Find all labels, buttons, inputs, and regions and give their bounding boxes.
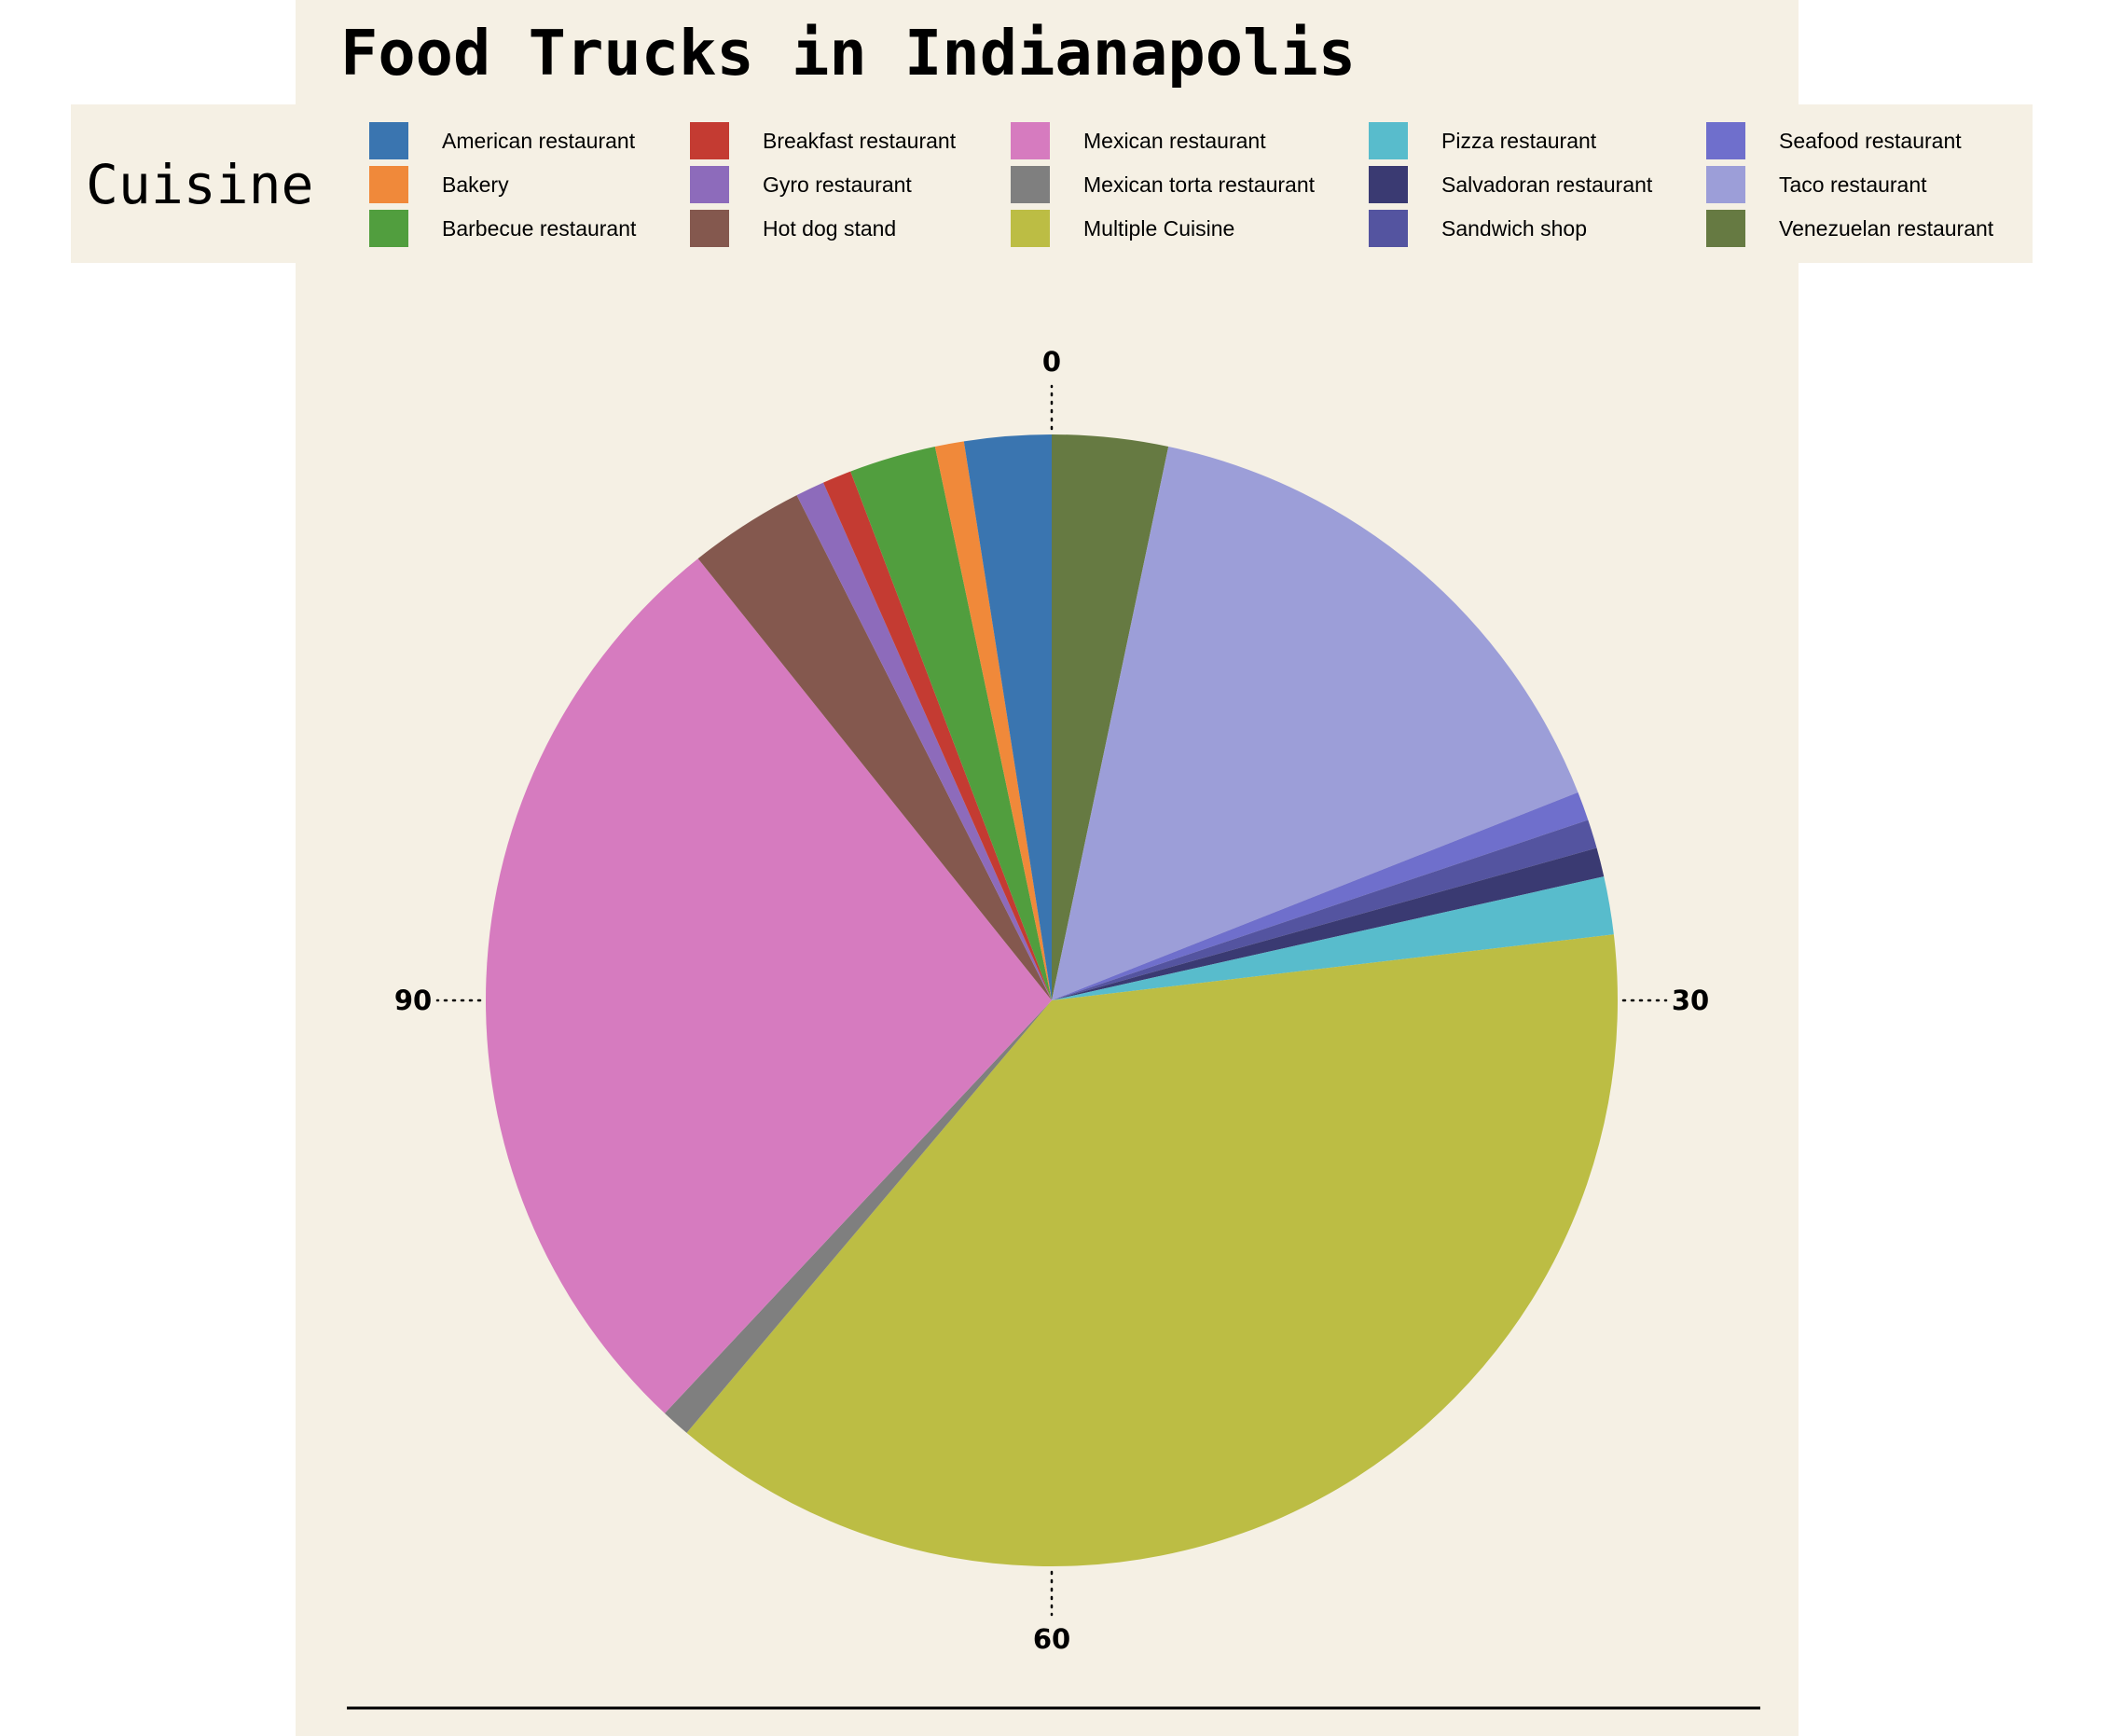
pie-slice-seafood-restaurant[interactable] [1052, 792, 1589, 1000]
legend-swatch [1706, 122, 1745, 159]
pie-slice-multiple-cuisine[interactable] [686, 934, 1618, 1566]
legend-swatch [369, 166, 408, 203]
legend-item-pizza-restaurant[interactable]: Pizza restaurant [1369, 122, 1597, 159]
legend-label: Venezuelan restaurant [1779, 216, 1994, 241]
legend-label: Breakfast restaurant [763, 129, 957, 153]
legend-label: Multiple Cuisine [1083, 216, 1234, 241]
legend-swatch [1706, 210, 1745, 247]
legend-swatch [1369, 122, 1408, 159]
pie-slice-mexican-torta-restaurant[interactable] [664, 1000, 1052, 1433]
pie-slice-pizza-restaurant[interactable] [1052, 876, 1614, 1000]
legend-item-mexican-torta-restaurant[interactable]: Mexican torta restaurant [1011, 166, 1316, 203]
legend-swatch [1011, 122, 1050, 159]
legend-swatch [690, 166, 729, 203]
tick-label-60: 60 [1033, 1623, 1070, 1655]
pie-slice-taco-restaurant[interactable] [1052, 447, 1578, 1000]
legend-swatch [1011, 210, 1050, 247]
legend-item-venezuelan-restaurant[interactable]: Venezuelan restaurant [1706, 210, 1994, 247]
legend-swatch [690, 210, 729, 247]
legend-label: Gyro restaurant [763, 172, 912, 197]
legend-label: Bakery [442, 172, 509, 197]
pie-slice-mexican-restaurant[interactable] [485, 558, 1052, 1413]
pie-slice-sandwich-shop[interactable] [1052, 820, 1597, 1000]
legend-item-mexican-restaurant[interactable]: Mexican restaurant [1011, 122, 1266, 159]
pie-slice-hot-dog-stand[interactable] [697, 495, 1052, 1000]
pie-slice-gyro-restaurant[interactable] [796, 482, 1052, 1000]
legend-swatch [369, 210, 408, 247]
tick-label-30: 30 [1672, 985, 1709, 1016]
pie-slices [485, 434, 1618, 1566]
pie-slice-salvadoran-restaurant[interactable] [1052, 847, 1605, 1000]
pie-slice-american-restaurant[interactable] [963, 434, 1052, 1000]
pie-slice-venezuelan-restaurant[interactable] [1052, 434, 1169, 1000]
legend-item-seafood-restaurant[interactable]: Seafood restaurant [1706, 122, 1962, 159]
legend-label: Pizza restaurant [1441, 129, 1597, 153]
legend-item-sandwich-shop[interactable]: Sandwich shop [1369, 210, 1587, 247]
legend-label: Salvadoran restaurant [1441, 172, 1653, 197]
legend-title: Cuisine [86, 153, 313, 216]
legend: American restaurant Bakery Barbecue restau… [369, 122, 1994, 247]
legend-swatch [690, 122, 729, 159]
pie-slice-bakery[interactable] [934, 441, 1052, 1001]
legend-label: Mexican restaurant [1083, 129, 1266, 153]
legend-item-breakfast-restaurant[interactable]: Breakfast restaurant [690, 122, 957, 159]
legend-swatch [1369, 210, 1408, 247]
tick-label-90: 90 [394, 985, 432, 1016]
legend-swatch [1369, 166, 1408, 203]
legend-item-salvadoran-restaurant[interactable]: Salvadoran restaurant [1369, 166, 1653, 203]
legend-swatch [369, 122, 408, 159]
legend-item-american-restaurant[interactable]: American restaurant [369, 122, 636, 159]
legend-item-gyro-restaurant[interactable]: Gyro restaurant [690, 166, 912, 203]
angular-ticks: 0 30 60 90 [394, 346, 1709, 1655]
legend-swatch [1011, 166, 1050, 203]
legend-swatch [1706, 166, 1745, 203]
legend-label: American restaurant [442, 129, 636, 153]
legend-label: Seafood restaurant [1779, 129, 1962, 153]
legend-label: Mexican torta restaurant [1083, 172, 1316, 197]
legend-label: Barbecue restaurant [442, 216, 637, 241]
legend-item-multiple-cuisine[interactable]: Multiple Cuisine [1011, 210, 1234, 247]
legend-item-hot-dog-stand[interactable]: Hot dog stand [690, 210, 896, 247]
legend-item-bakery[interactable]: Bakery [369, 166, 509, 203]
legend-item-taco-restaurant[interactable]: Taco restaurant [1706, 166, 1927, 203]
chart-title: Food Trucks in Indianapolis [340, 17, 1356, 90]
legend-item-barbecue-restaurant[interactable]: Barbecue restaurant [369, 210, 637, 247]
pie-slice-barbecue-restaurant[interactable] [850, 447, 1052, 1000]
legend-label: Sandwich shop [1441, 216, 1587, 241]
legend-label: Taco restaurant [1779, 172, 1927, 197]
pie-slice-breakfast-restaurant[interactable] [823, 471, 1052, 1000]
tick-label-0: 0 [1042, 346, 1061, 378]
legend-label: Hot dog stand [763, 216, 896, 241]
